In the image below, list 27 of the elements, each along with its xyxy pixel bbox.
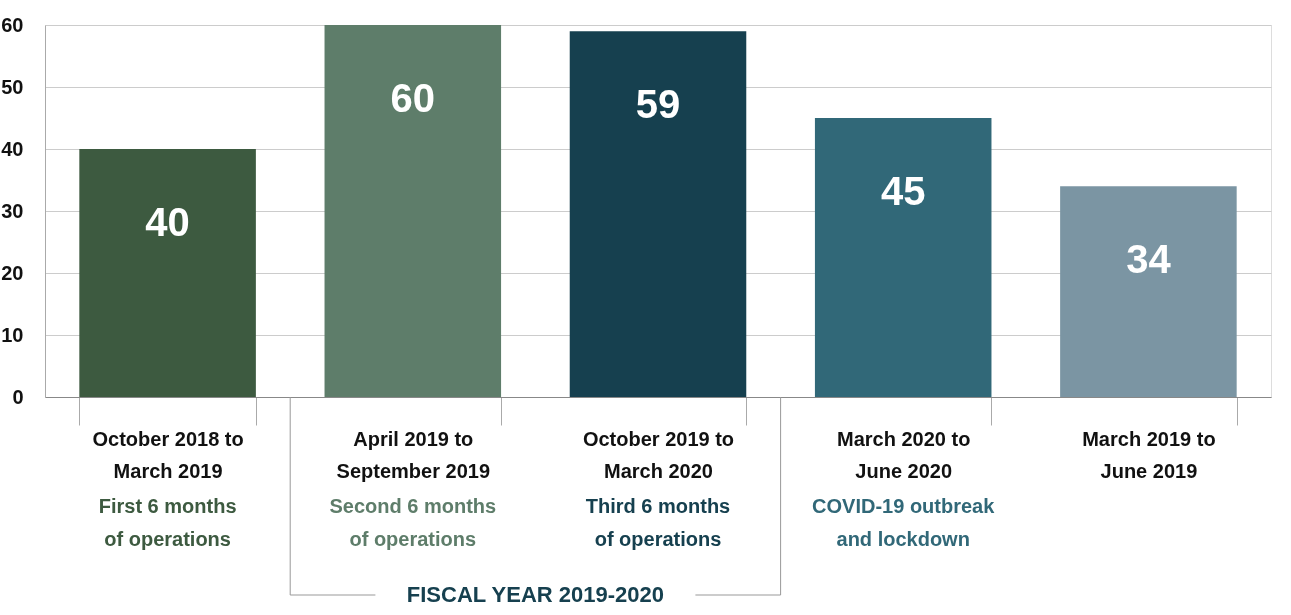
text: FISCAL YEAR 2019-2020	[406, 582, 664, 607]
text: First 6 months of operations	[98, 495, 237, 550]
bar	[79, 149, 256, 397]
y-tick-label: 10	[1, 323, 24, 346]
y-tick-label: 20	[1, 261, 24, 284]
x-tick-label: October 2018 to March 2019	[92, 427, 244, 482]
y-tick-label: 40	[1, 137, 24, 160]
data-label: 34	[1126, 237, 1172, 282]
bar	[1060, 186, 1237, 397]
text: Third 6 months of operations	[585, 495, 731, 550]
text: Second 6 months of operations	[329, 495, 497, 550]
bar	[814, 118, 992, 397]
text: COVID-19 outbreak and lockdown	[812, 495, 996, 550]
x-tick-label: April 2019 to September 2019	[336, 427, 491, 482]
bar	[324, 25, 502, 397]
data-label: 45	[880, 169, 926, 213]
data-label: 40	[145, 200, 190, 244]
x-tick-label: October 2019 to March 2020	[582, 427, 735, 482]
y-tick-label: 0	[12, 385, 24, 408]
x-tick-label: March 2019 to June 2019	[1082, 427, 1216, 482]
data-label: 59	[635, 82, 681, 127]
y-tick-label: 30	[1, 199, 24, 222]
x-tick-label: March 2020 to June 2020	[837, 427, 971, 482]
y-tick-label: 60	[1, 13, 24, 36]
data-label: 60	[390, 76, 436, 120]
y-tick-label: 50	[1, 75, 24, 98]
bar	[569, 31, 747, 397]
